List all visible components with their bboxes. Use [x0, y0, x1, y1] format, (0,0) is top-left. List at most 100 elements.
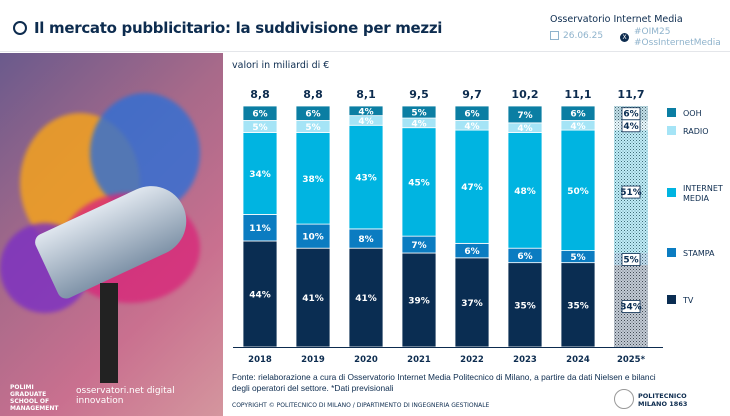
segment-label: 4%	[517, 124, 532, 134]
total-label: 11,7	[617, 88, 644, 101]
politecnico-logo: POLITECNICO MILANO 1863	[638, 392, 687, 408]
bar-segment	[401, 105, 437, 119]
hashtag: #OIM25	[634, 27, 671, 37]
segment-label: 11%	[249, 224, 271, 234]
segment-label: 47%	[461, 183, 483, 193]
x-tick-label: 2022	[460, 355, 484, 365]
stacked-bar-chart: 44% 11% 34% 5% 6% 8,8 2018 41% 10% 38% 5% 6% 8,8 2019…	[233, 88, 723, 365]
x-tick-label: 2021	[407, 355, 431, 365]
bar-segment	[560, 262, 596, 348]
segment-label: 4%	[358, 117, 373, 127]
segment-label: 4%	[570, 122, 585, 132]
legend-label: INTERNET	[683, 184, 723, 193]
bar-segment	[560, 129, 596, 251]
bar-segment	[348, 105, 384, 117]
segment-label: 35%	[514, 301, 536, 311]
x-tick-label: 2024	[566, 355, 590, 365]
segment-label: 4%	[464, 122, 479, 132]
segment-label: 51%	[620, 188, 642, 198]
bar-segment	[454, 129, 490, 244]
total-label: 9,7	[462, 88, 482, 101]
segment-label: 10%	[302, 233, 324, 243]
osservatori-logo: osservatori.net digital innovation	[76, 386, 175, 406]
total-label: 10,2	[511, 88, 538, 101]
segment-label: 41%	[302, 294, 324, 304]
total-label: 8,8	[250, 88, 270, 101]
legend-label: OOH	[683, 109, 702, 118]
bar-segment	[242, 214, 278, 242]
segment-label: 35%	[567, 301, 589, 311]
legend-label: MEDIA	[683, 194, 709, 203]
total-label: 11,1	[564, 88, 591, 101]
segment-label: 7%	[411, 241, 426, 251]
politecnico-seal-icon	[614, 389, 634, 409]
bar-segment	[242, 240, 278, 348]
bar-segment	[507, 132, 543, 249]
x-tick-label: 2020	[354, 355, 378, 365]
segment-label: 4%	[358, 107, 373, 117]
observatory-logo-icon	[13, 21, 27, 35]
bar-segment	[295, 132, 331, 225]
x-tick-label: 2019	[301, 355, 325, 365]
calendar-icon	[550, 31, 559, 40]
megaphone-illustration: POLIMI GRADUATE SCHOOL OF MANAGEMENT oss…	[0, 53, 223, 416]
segment-label: 43%	[355, 174, 377, 184]
x-tick-label: 2025*	[617, 355, 646, 365]
bar-segment	[242, 105, 278, 121]
segment-label: 6%	[305, 110, 320, 120]
total-label: 8,8	[303, 88, 323, 101]
hashtag: #OssInternetMedia	[634, 38, 721, 48]
segment-label: 44%	[249, 290, 271, 300]
segment-label: 6%	[623, 110, 638, 120]
hashtags: #OIM25 #OssInternetMedia	[634, 27, 721, 49]
observatory-name: Osservatorio Internet Media	[550, 14, 683, 25]
date: 26.06.25	[563, 31, 604, 41]
legend-swatch	[667, 248, 676, 257]
total-label: 8,1	[356, 88, 376, 101]
segment-label: 4%	[623, 122, 638, 132]
segment-label: 45%	[408, 178, 430, 188]
total-label: 9,5	[409, 88, 429, 101]
segment-label: 5%	[411, 109, 426, 119]
bar-segment	[295, 223, 331, 249]
bar-segment	[401, 252, 437, 348]
segment-label: 37%	[461, 299, 483, 309]
bar-segment	[454, 105, 490, 121]
copyright: COPYRIGHT © POLITECNICO DI MILANO / DIPA…	[232, 402, 490, 409]
legend-swatch	[667, 188, 676, 197]
segment-label: 41%	[355, 294, 377, 304]
x-social-icon: X	[620, 33, 629, 42]
segment-label: 48%	[514, 187, 536, 197]
label-box	[621, 185, 641, 199]
segment-label: 8%	[358, 235, 373, 245]
segment-label: 7%	[517, 111, 532, 121]
bar-segment	[454, 257, 490, 348]
label-box	[621, 107, 641, 121]
segment-label: 6%	[517, 252, 532, 262]
bar-segment	[507, 262, 543, 348]
segment-label: 5%	[252, 123, 267, 133]
segment-label: 4%	[411, 119, 426, 129]
segment-label: 5%	[305, 123, 320, 133]
bar-segment	[295, 105, 331, 121]
legend-swatch	[667, 108, 676, 117]
label-box	[621, 300, 641, 313]
segment-label: 6%	[464, 110, 479, 120]
segment-label: 6%	[570, 110, 585, 120]
bar-segment	[348, 124, 384, 230]
bar-segment	[560, 105, 596, 121]
segment-label: 38%	[302, 175, 324, 185]
source-note: Fonte: rielaborazione a cura di Osservat…	[232, 372, 656, 393]
legend-label: RADIO	[683, 127, 709, 136]
polimi-logo: POLIMI GRADUATE SCHOOL OF MANAGEMENT	[10, 384, 59, 412]
segment-label: 5%	[623, 256, 638, 266]
segment-label: 50%	[567, 187, 589, 197]
poli-sub: MILANO 1863	[638, 400, 688, 408]
segment-label: 34%	[249, 170, 271, 180]
legend-label: STAMPA	[683, 249, 715, 258]
bar-segment	[507, 105, 543, 124]
header: Il mercato pubblicitario: la suddivision…	[0, 0, 730, 52]
x-tick-label: 2018	[248, 355, 272, 365]
legend-label: TV	[682, 296, 694, 305]
segment-label: 39%	[408, 297, 430, 307]
